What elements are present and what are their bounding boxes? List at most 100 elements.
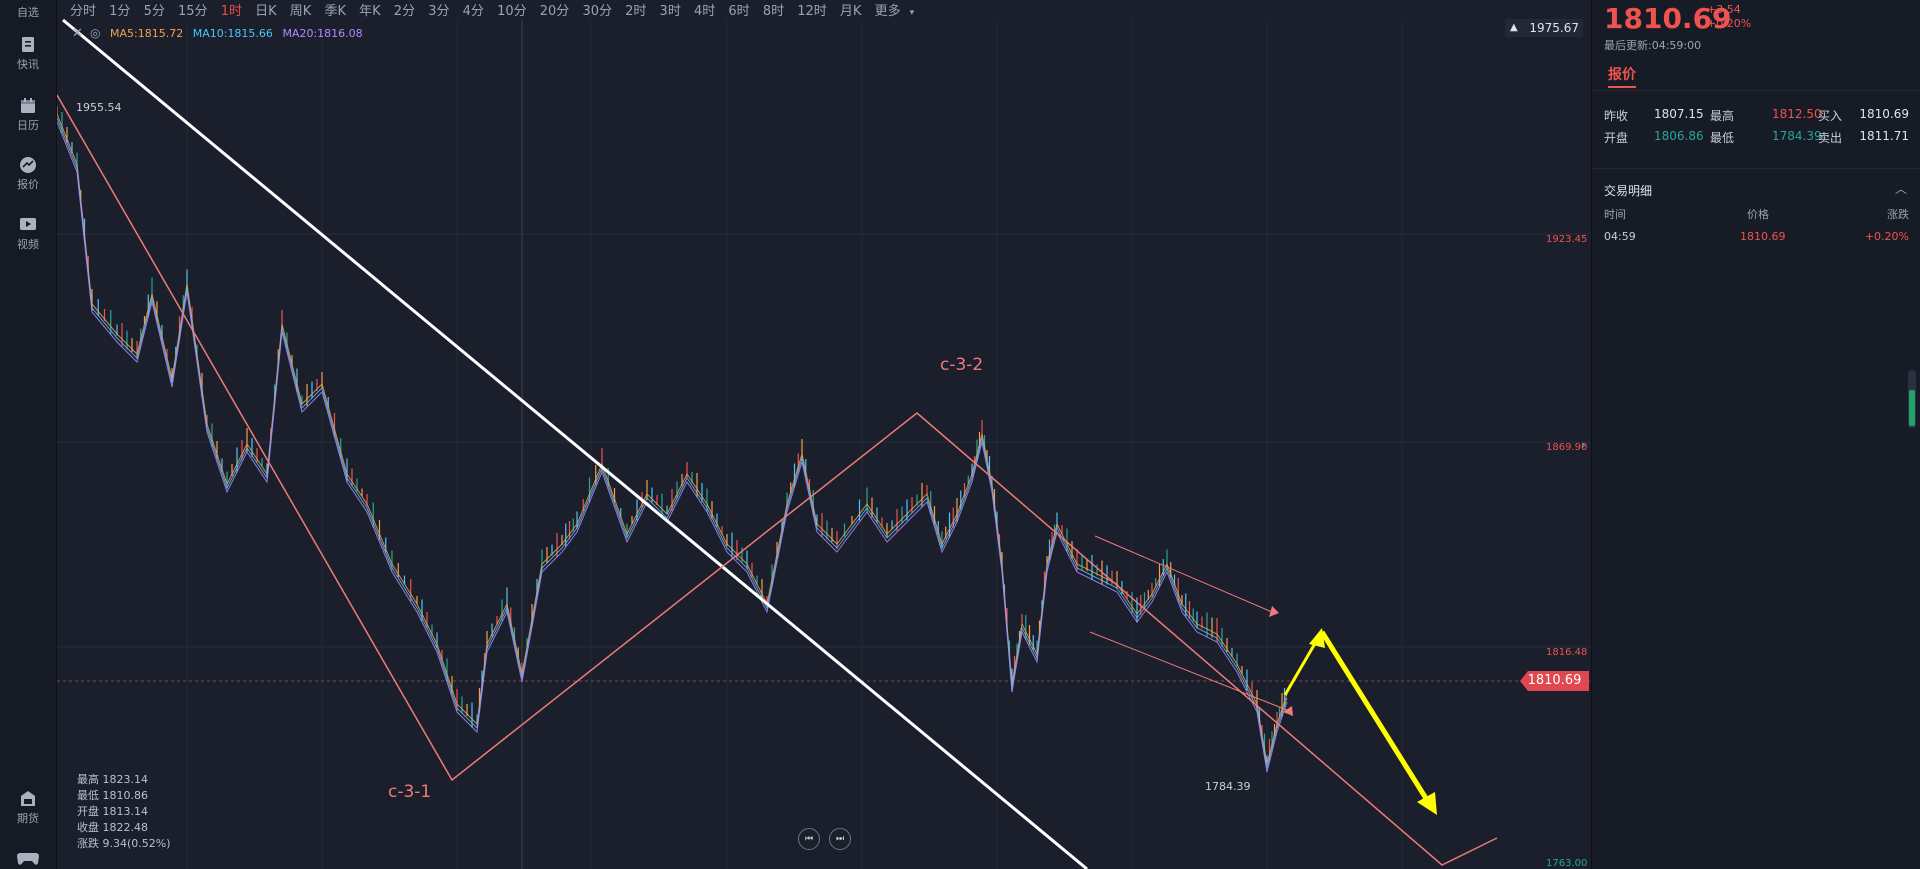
timeframe-toolbar: 分时 1分 5分 15分 1时 日K 周K 季K 年K 2分 3分 4分 10分… [70,0,932,19]
quote-label: 最高 [1710,109,1735,123]
settings-icon[interactable]: ◎ [90,26,101,40]
tf-22[interactable]: 月K [839,4,862,19]
stat-low: 最低 1810.86 [77,789,148,802]
stat-open: 开盘 1813.14 [77,805,148,818]
quote-value: 1784.39 [1772,129,1822,143]
sidebar-item-video[interactable]: 视频 [0,216,56,252]
news-icon [22,37,34,52]
channel-arrow [1269,606,1279,617]
price-axis-label: 1763.00 [1546,858,1588,869]
more-label: 更多 [874,4,901,19]
tf-15[interactable]: 30分 [582,4,612,19]
tf-16[interactable]: 2时 [625,4,647,19]
quote-value: 1806.86 [1654,129,1704,143]
skip-back-icon: ⏮ [804,834,814,844]
quote-icon [20,157,36,173]
stat-high: 最高 1823.14 [77,773,148,786]
kline-chart[interactable] [57,0,1590,869]
tf-3[interactable]: 5分 [143,4,165,19]
tf-7[interactable]: 周K [289,4,312,19]
change-pct: +0.20% [1707,17,1752,30]
video-icon [20,218,36,230]
caret-down-icon: ▾ [909,8,915,18]
prev-button[interactable]: ⏮ [798,828,820,850]
quote-panel: 1810.69 +3.54 +0.20% 最后更新:04:59:00 报价 昨收… [1591,0,1920,869]
tf-5[interactable]: 1时 [220,4,242,19]
price-axis-label: 1869.90 [1546,442,1588,453]
chevron-up-icon[interactable]: ︿ [1894,182,1907,196]
left-sidebar: 自选 快讯 日历 报价 视频 期货 [0,0,57,869]
quote-label: 买入 [1818,109,1843,123]
last-price: 1810.69 [1604,2,1732,35]
top-price-label: 1975.67 [1529,21,1579,35]
tf-17[interactable]: 3时 [659,4,681,19]
tf-6[interactable]: 日K [255,4,277,19]
quote-value: 1810.69 [1859,107,1909,121]
channel-arrow [1283,706,1293,716]
white-trendline [62,18,1088,869]
ma20-line [57,121,1288,773]
tf-4[interactable]: 15分 [178,4,208,19]
stat-close: 收盘 1822.48 [77,821,148,834]
futures-icon [21,791,35,806]
scroll-indicator[interactable] [1908,370,1916,428]
skip-forward-icon: ⏭ [835,834,845,844]
col-change: 涨跌 [1887,208,1909,221]
tf-21[interactable]: 12时 [797,4,827,19]
tf-14[interactable]: 20分 [539,4,570,19]
price-axis-label: 1816.48 [1546,647,1588,658]
channel-upper-line [1094,535,1273,613]
tf-2[interactable]: 1分 [109,4,131,19]
sidebar-item-calendar[interactable]: 日历 [0,97,56,133]
calendar-icon [21,98,35,113]
next-button[interactable]: ⏭ [829,828,851,850]
more-dropdown[interactable]: 更多 ▾ [875,4,924,19]
quote-row: 昨收 1807.15 最高 1812.50 买入 1810.69 [1604,107,1909,125]
tf-18[interactable]: 4时 [693,4,716,19]
tf-8[interactable]: 季K [324,4,346,19]
high-marker: 1955.54 [76,101,122,114]
sidebar-item-label: 期货 [17,812,39,825]
wave-label-c32: c-3-2 [940,355,984,375]
sidebar-item-news[interactable]: 快讯 [0,36,56,72]
tf-1[interactable]: 分时 [70,4,97,19]
last-update: 最后更新:04:59:00 [1604,39,1702,52]
sidebar-item-label: 快讯 [17,58,39,71]
ma5-label: MA5:1815.72 [110,27,184,40]
yellow-arrow-up [1283,639,1319,696]
gamepad-icon[interactable] [16,850,40,866]
current-price-tag: 1810.69 [1520,671,1589,691]
cell-price: 1810.69 [1740,230,1786,243]
tf-19[interactable]: 6时 [728,4,750,19]
quote-label: 卖出 [1818,131,1843,145]
sidebar-item-label: 报价 [17,178,39,191]
quote-label: 开盘 [1604,131,1629,145]
low-marker: 1784.39 [1205,780,1251,793]
divider [1592,168,1920,169]
ma-indicator-row: MA5:1815.72 MA10:1815.66 MA20:1816.08 [110,27,369,40]
quote-value: 1811.71 [1859,129,1909,143]
close-icon[interactable]: ✕ [72,26,83,41]
tab-quote[interactable]: 报价 [1608,67,1636,83]
tf-12[interactable]: 4分 [462,4,484,19]
sidebar-item-label: 视频 [17,238,39,251]
chart-area[interactable] [57,0,1590,869]
sidebar-item-label: 日历 [17,119,39,132]
sidebar-item-futures[interactable]: 期货 [0,790,56,826]
quote-value: 1812.50 [1772,107,1822,121]
change-abs: +3.54 [1707,3,1741,16]
tf-20[interactable]: 8时 [762,4,785,19]
tf-10[interactable]: 2分 [393,4,416,19]
ma20-label: MA20:1816.08 [282,27,363,40]
ma10-label: MA10:1815.66 [192,27,273,40]
sidebar-item-quote[interactable]: 报价 [0,156,56,192]
tf-11[interactable]: 3分 [428,4,450,19]
price-change: +3.54 +0.20% [1707,3,1751,31]
ohlc-stats: 最高 1823.14 最低 1810.86 开盘 1813.14 收盘 1822… [77,772,171,852]
axis-expand-icon[interactable]: › [1581,438,1586,452]
tab-underline [1608,86,1636,88]
quote-label: 昨收 [1604,109,1629,123]
sidebar-item-watchlist[interactable]: 自选 [0,4,56,20]
tf-13[interactable]: 10分 [497,4,527,19]
tf-9[interactable]: 年K [359,4,381,19]
